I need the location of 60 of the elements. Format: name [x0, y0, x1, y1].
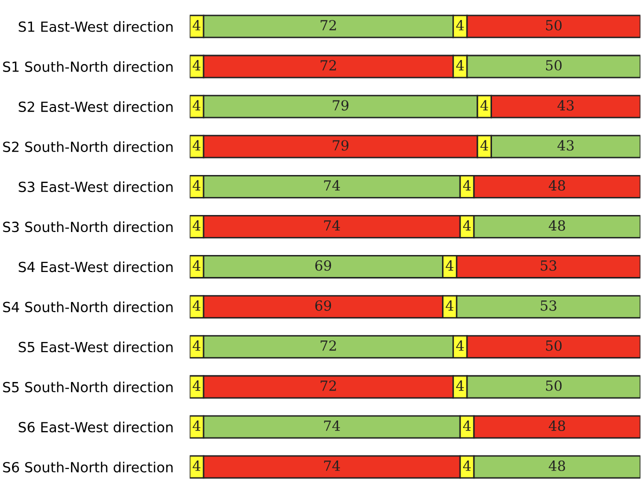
data-label: 4 [192, 460, 200, 471]
data-label: 69 [315, 260, 332, 271]
data-label: 4 [192, 100, 200, 110]
data-label: 74 [324, 420, 340, 431]
data-label: 4 [192, 180, 200, 190]
y-tick-label: S3 South-North direction [3, 221, 173, 232]
data-label: 74 [324, 220, 340, 231]
data-label: 4 [192, 220, 200, 231]
y-tick-label: S5 East-West direction [18, 342, 173, 352]
data-label: 72 [320, 60, 336, 70]
data-label: 43 [557, 100, 574, 111]
y-tick-label: S4 South-North direction [3, 302, 173, 312]
data-label: 4 [446, 300, 454, 311]
data-label: 4 [192, 380, 200, 391]
y-tick-label: S6 South-North direction [3, 462, 173, 472]
data-label: 4 [480, 100, 488, 110]
data-label: 4 [456, 20, 464, 30]
data-label: 50 [546, 60, 562, 71]
data-label: 69 [315, 300, 332, 311]
data-label: 50 [546, 20, 562, 30]
data-label: 53 [540, 260, 556, 271]
y-tick-label: S2 East-West direction [18, 101, 173, 112]
y-tick-label: S1 South-North direction [3, 61, 173, 72]
data-label: 48 [548, 460, 566, 472]
y-tick-label: S3 East-West direction [18, 181, 173, 192]
data-label: 4 [192, 420, 200, 431]
data-label: 4 [463, 220, 471, 231]
data-label: 4 [192, 140, 200, 150]
data-label: 4 [192, 20, 200, 30]
data-label: 4 [456, 380, 464, 391]
data-label: 72 [320, 380, 336, 391]
data-label: 74 [324, 460, 340, 471]
data-label: 79 [332, 140, 348, 151]
data-label: 48 [548, 420, 566, 431]
y-tick-label: S4 East-West direction [18, 261, 173, 272]
data-label: 53 [540, 300, 556, 311]
y-tick-label: S1 East-West direction [18, 21, 173, 32]
data-label: 48 [548, 180, 566, 191]
data-label: 72 [320, 20, 336, 30]
data-label: 48 [548, 220, 566, 231]
data-label: 4 [456, 60, 464, 70]
data-label: 4 [192, 260, 200, 271]
data-label: 4 [192, 300, 200, 311]
data-label: 4 [463, 420, 471, 431]
data-label: 4 [480, 140, 488, 150]
data-label: 79 [332, 100, 348, 111]
data-label: 4 [456, 340, 464, 351]
data-label: 4 [192, 60, 200, 70]
y-tick-label: S6 East-West direction [18, 422, 173, 432]
y-tick-label: S2 South-North direction [3, 141, 173, 152]
data-label: 74 [324, 180, 340, 190]
data-label: 4 [463, 180, 471, 190]
data-label: 50 [546, 340, 562, 351]
y-tick-label: S5 South-North direction [3, 382, 173, 392]
data-label: 72 [320, 340, 336, 351]
data-label: 4 [446, 260, 454, 271]
data-label: 4 [192, 340, 200, 351]
data-label: 43 [557, 140, 574, 151]
data-label: 4 [463, 460, 471, 471]
data-label: 50 [546, 380, 562, 391]
